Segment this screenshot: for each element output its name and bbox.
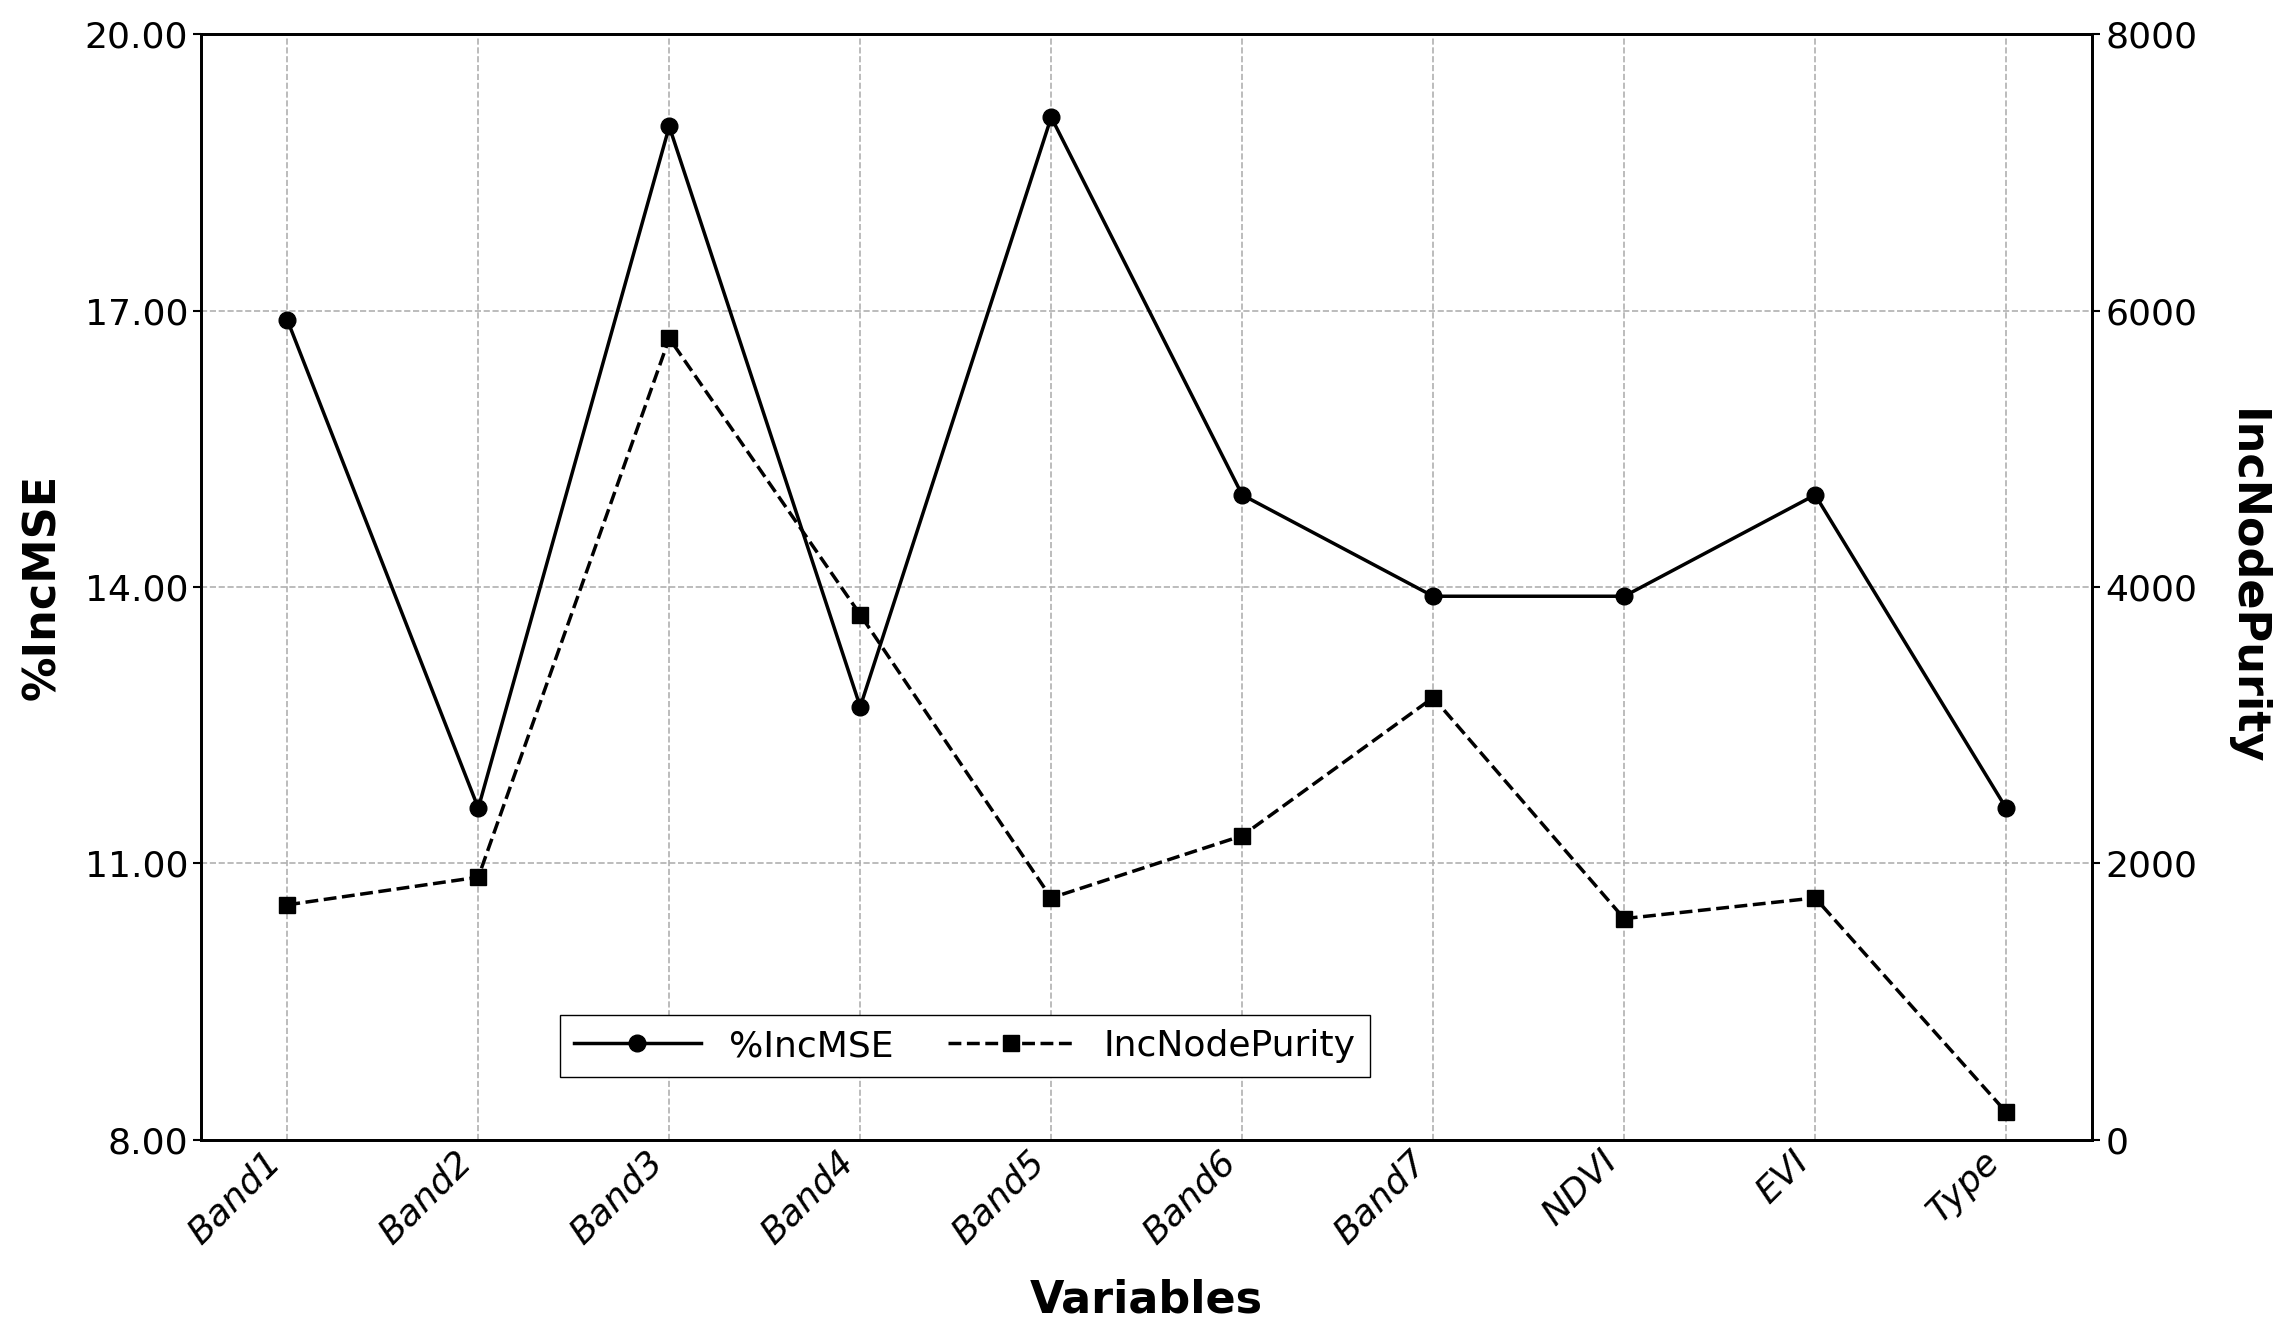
Line: IncNodePurity: IncNodePurity [279,330,2014,1119]
%IncMSE [465,800,492,816]
Y-axis label: %IncMSE: %IncMSE [21,474,64,701]
X-axis label: Variables: Variables [1030,1278,1264,1321]
IncNodePurity [1611,911,1639,927]
%IncMSE [847,699,874,715]
Line: %IncMSE: %IncMSE [279,109,2014,816]
%IncMSE [1801,487,1829,503]
%IncMSE [1991,800,2019,816]
IncNodePurity [847,607,874,623]
IncNodePurity [465,870,492,886]
%IncMSE [1229,487,1257,503]
%IncMSE [655,118,682,134]
IncNodePurity [275,896,302,913]
IncNodePurity [1037,890,1064,906]
%IncMSE [1037,109,1064,125]
IncNodePurity [1229,828,1257,844]
IncNodePurity [1419,690,1447,706]
%IncMSE [275,311,302,327]
IncNodePurity [655,330,682,346]
IncNodePurity [1801,890,1829,906]
IncNodePurity [1991,1104,2019,1121]
Legend: %IncMSE, IncNodePurity: %IncMSE, IncNodePurity [561,1015,1369,1078]
%IncMSE [1611,588,1639,604]
Y-axis label: IncNodePurity: IncNodePurity [2225,409,2268,765]
%IncMSE [1419,588,1447,604]
